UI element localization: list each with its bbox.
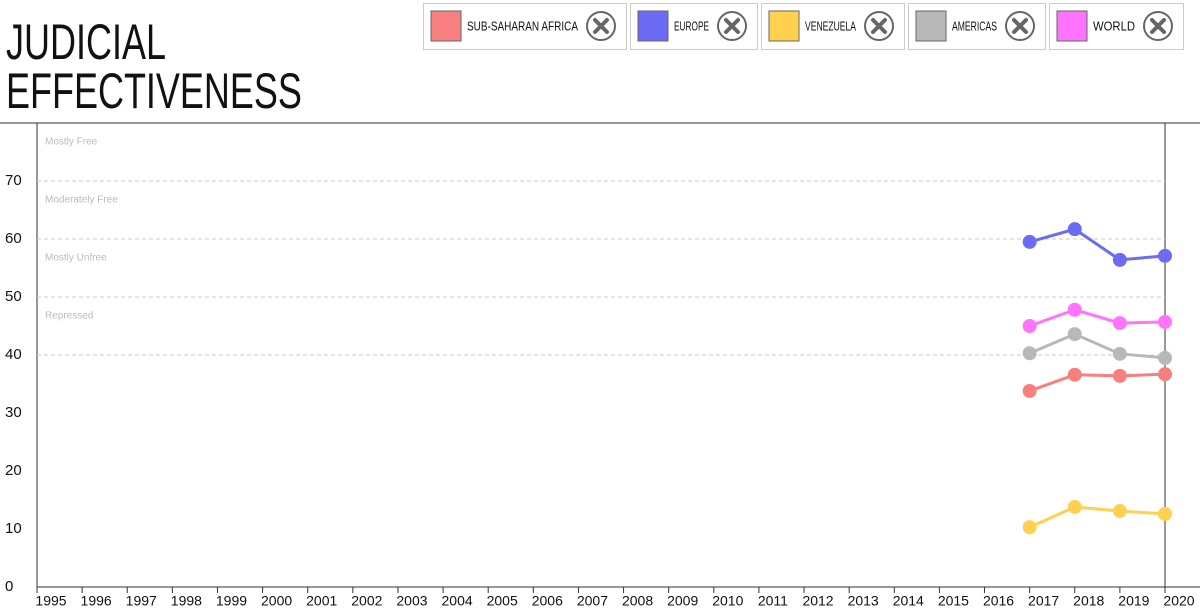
x-tick-label: 2019: [1118, 593, 1149, 609]
x-tick-label: 1995: [35, 593, 66, 609]
x-tick-label: 2020: [1163, 593, 1194, 609]
legend-swatch: [1056, 10, 1088, 42]
legend-label: AMERICAS: [952, 18, 997, 33]
x-tick-label: 1996: [81, 593, 112, 609]
y-tick-label: 20: [5, 462, 22, 479]
x-tick-label: 2002: [351, 593, 382, 609]
plot-area: Mostly Free Moderately Free Mostly Unfree R…: [5, 123, 1200, 609]
x-tick-label: 2012: [802, 593, 833, 609]
x-tick-label: 2015: [938, 593, 969, 609]
data-point: [1112, 252, 1127, 267]
x-tick-label: 1999: [216, 593, 247, 609]
x-tick-label: 2003: [396, 593, 427, 609]
series-line: [1029, 372, 1166, 393]
series-line: [1029, 227, 1166, 262]
remove-x: [1150, 18, 1166, 34]
data-point: [1158, 248, 1172, 263]
x-tick-label: 2001: [306, 593, 337, 609]
remove-button[interactable]: [864, 11, 894, 41]
band-label: Moderately Free: [45, 195, 118, 206]
series-line: [1029, 505, 1166, 529]
band-label: Mostly Unfree: [45, 253, 107, 264]
legend-label: VENEZUELA: [805, 18, 856, 33]
x-tick-label: 2000: [261, 593, 292, 609]
data-point: [1022, 520, 1037, 535]
band-label: Repressed: [45, 311, 93, 322]
legend-label: EUROPE: [674, 18, 709, 33]
data-point: [1067, 327, 1082, 342]
x-tick-label: 2017: [1028, 593, 1059, 609]
data-point: [1112, 368, 1127, 383]
y-tick-label: 0: [5, 578, 13, 595]
data-point: [1067, 367, 1082, 382]
data-point: [1067, 499, 1082, 514]
data-point: [1022, 383, 1037, 398]
y-tick-label: 60: [5, 230, 22, 247]
data-point: [1022, 346, 1037, 361]
data-point: [1112, 504, 1127, 519]
series-line: [1029, 308, 1166, 328]
x-tick-label: 2006: [532, 593, 563, 609]
legend: SUB-SAHARAN AFRICA EUROPE VENEZUELA AMERICA…: [423, 3, 1184, 50]
x-tick-label: 2009: [667, 593, 698, 609]
remove-x: [1012, 18, 1028, 34]
x-tick-label: 2004: [442, 593, 473, 609]
x-tick-label: 2010: [712, 593, 743, 609]
x-tick-label: 2018: [1073, 593, 1104, 609]
y-tick-label: 40: [5, 346, 22, 363]
band-label: Mostly Free: [45, 137, 98, 148]
x-tick-label: 2007: [577, 593, 608, 609]
legend-swatch: [915, 10, 947, 42]
y-tick-label: 50: [5, 288, 22, 305]
chart-title-line: JUDICIAL: [6, 16, 166, 71]
x-tick-label: 2013: [848, 593, 879, 609]
legend-item: EUROPE: [630, 3, 758, 50]
legend-label: SUB-SAHARAN AFRICA: [467, 18, 578, 33]
legend-item: WORLD: [1049, 3, 1184, 50]
data-point: [1067, 222, 1082, 237]
x-tick-label: 2011: [758, 593, 788, 609]
x-tick-label: 2014: [893, 593, 924, 609]
x-tick-label: 1998: [171, 593, 202, 609]
remove-button[interactable]: [1143, 11, 1173, 41]
legend-item: VENEZUELA: [761, 3, 905, 50]
data-point: [1158, 314, 1172, 329]
x-tick-label: 2005: [487, 593, 518, 609]
data-point: [1158, 506, 1172, 521]
x-tick-label: 1997: [126, 593, 157, 609]
remove-button[interactable]: [586, 11, 616, 41]
x-tick-label: 2008: [622, 593, 653, 609]
legend-item: SUB-SAHARAN AFRICA: [423, 3, 627, 50]
remove-button[interactable]: [717, 11, 747, 41]
data-point: [1158, 367, 1172, 382]
data-point: [1022, 234, 1037, 249]
y-tick-label: 10: [5, 520, 22, 537]
data-point: [1112, 316, 1127, 331]
data-point: [1112, 346, 1127, 361]
data-point: [1158, 350, 1172, 365]
data-point: [1067, 302, 1082, 317]
x-tick-label: 2016: [983, 593, 1014, 609]
legend-item: AMERICAS: [908, 3, 1046, 50]
title: JUDICIAL EFFECTIVENESS: [6, 16, 302, 120]
data-point: [1022, 319, 1037, 333]
remove-x: [871, 18, 887, 34]
legend-swatch: [768, 10, 800, 42]
y-tick-label: 30: [5, 404, 22, 421]
remove-x: [724, 18, 740, 34]
series-line: [1029, 332, 1166, 360]
remove-button[interactable]: [1005, 11, 1035, 41]
y-tick-label: 70: [5, 172, 22, 189]
legend-swatch: [430, 10, 462, 42]
legend-swatch: [637, 10, 669, 42]
chart-title-line: EFFECTIVENESS: [6, 65, 302, 120]
legend-label: WORLD: [1093, 18, 1135, 33]
remove-x: [593, 18, 609, 34]
